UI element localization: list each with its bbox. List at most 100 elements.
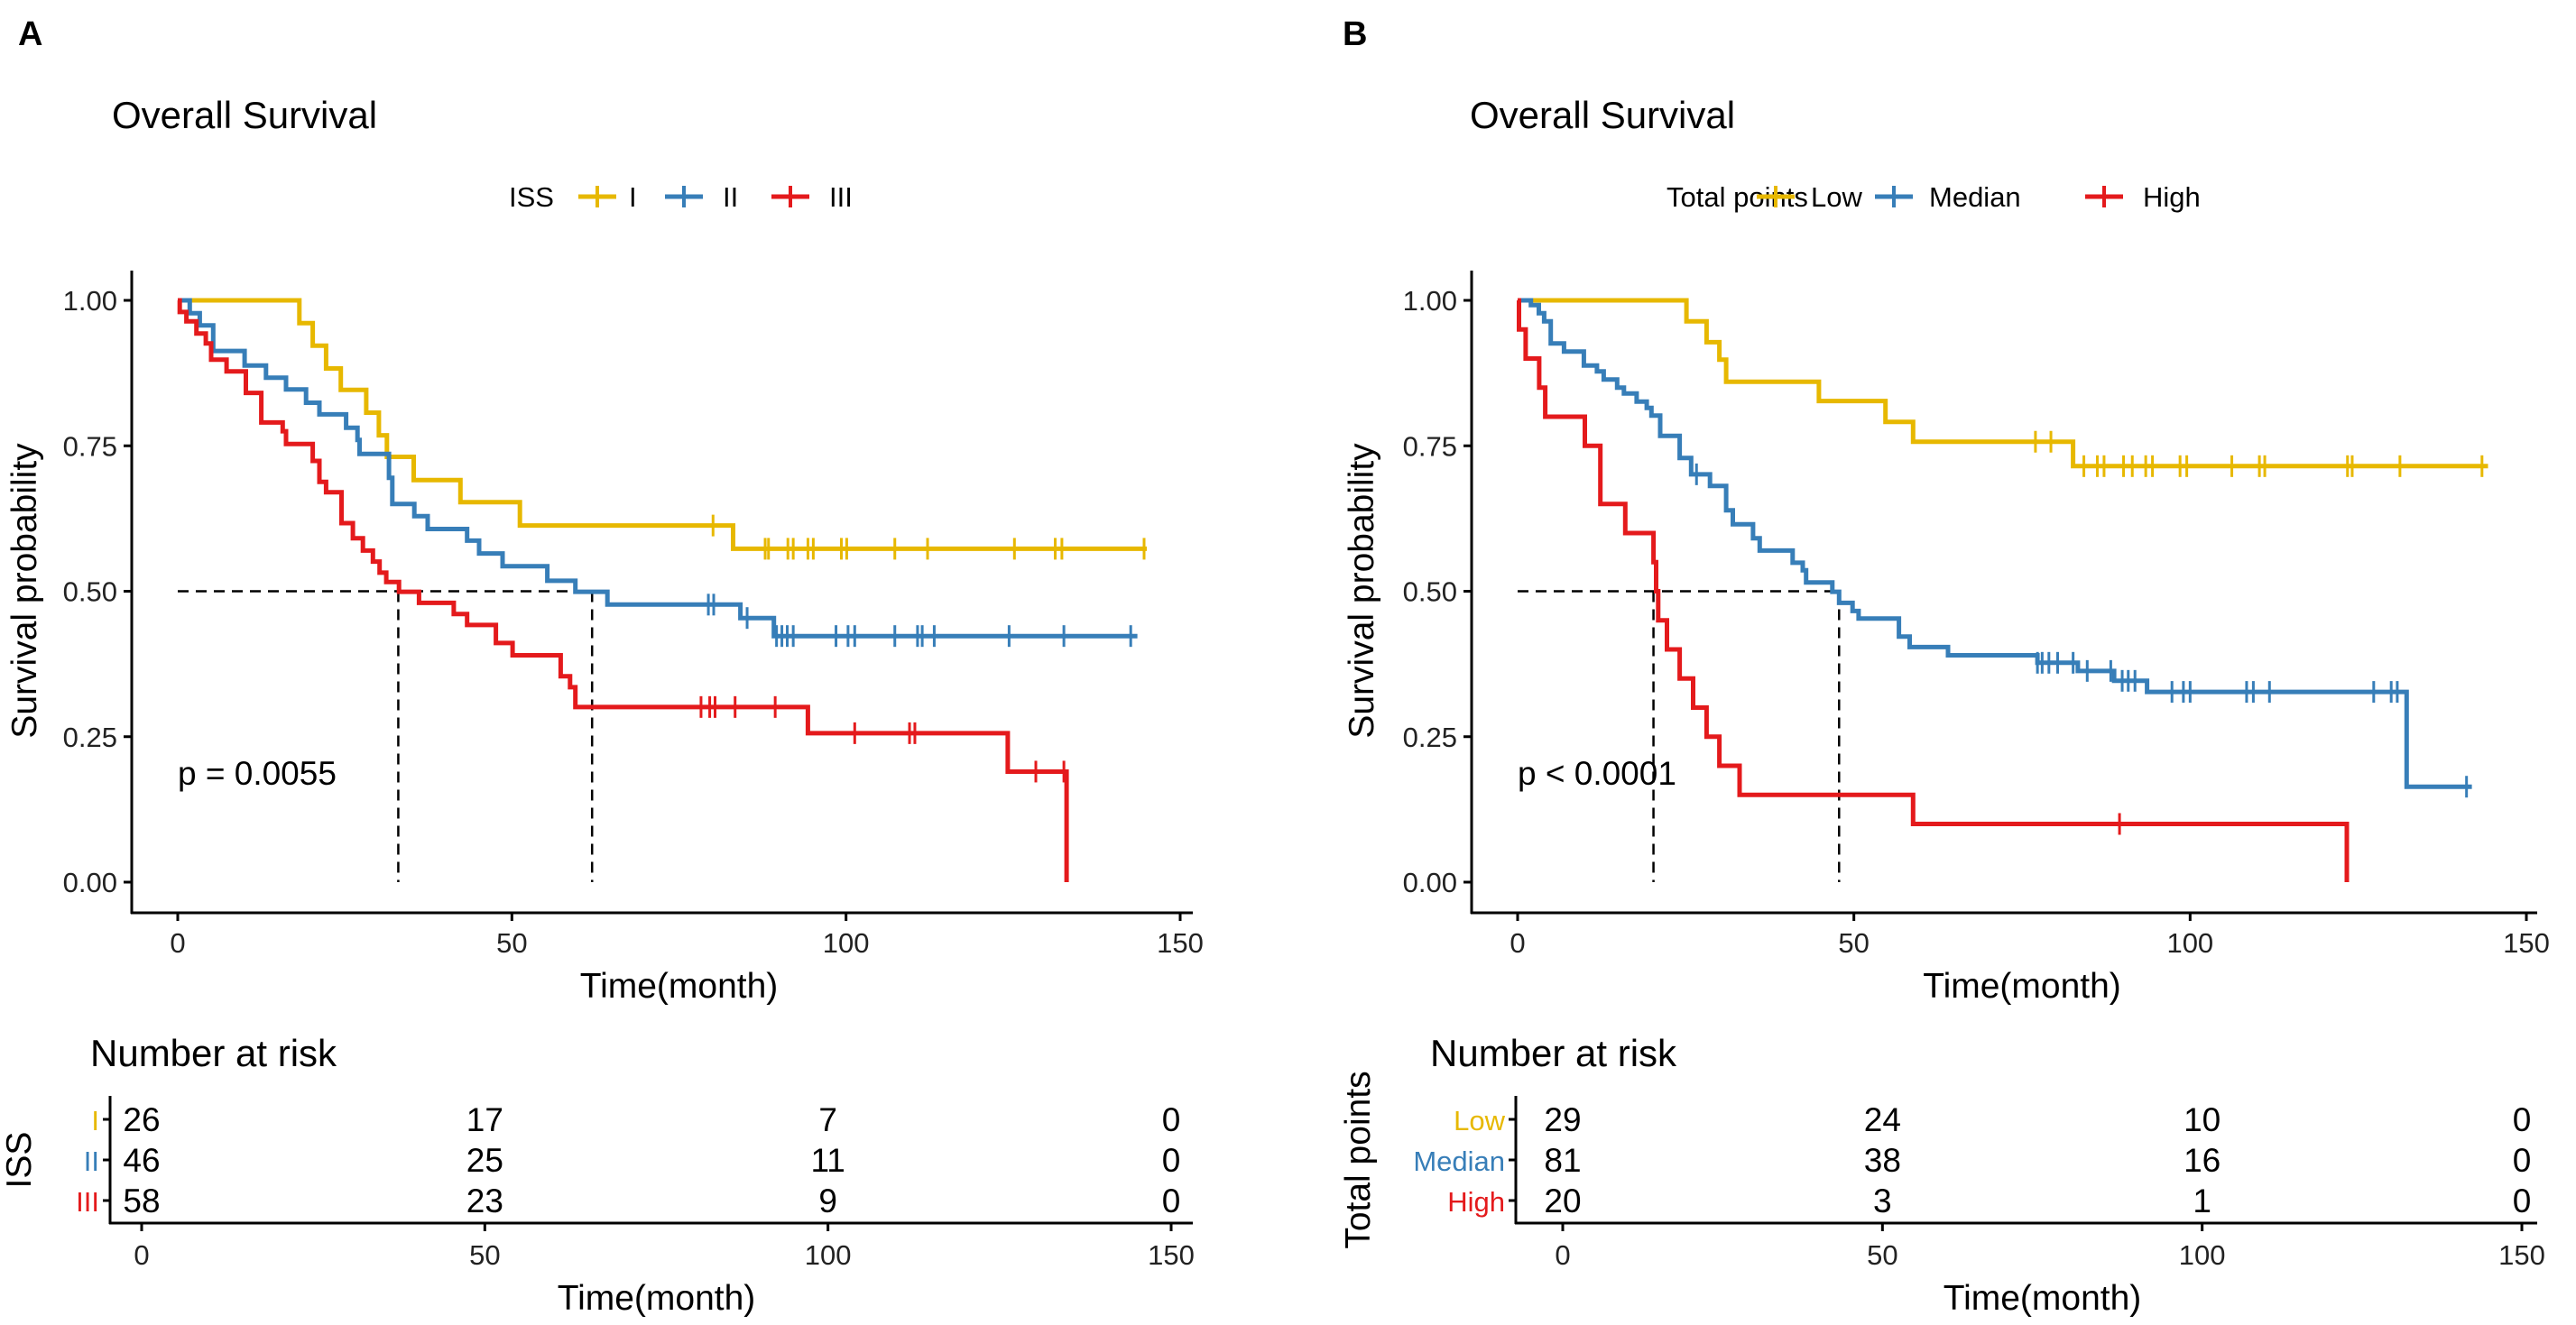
x-axis-title: Time(month): [580, 967, 779, 1006]
x-tick-label: 100: [823, 927, 870, 959]
risk-count: 3: [1873, 1182, 1892, 1219]
risk-x-tick-label: 50: [469, 1239, 500, 1271]
x-tick-label: 150: [1157, 927, 1204, 959]
survival-step-line: [177, 298, 1069, 882]
risk-count: 0: [2513, 1101, 2532, 1138]
legend-title: ISS: [509, 181, 554, 213]
risk-count: 25: [466, 1142, 503, 1179]
risk-count: 0: [1162, 1101, 1181, 1138]
panel-b: B Overall Survival Total points Low Median Hi…: [1339, 15, 2550, 1318]
risk-count: 29: [1544, 1101, 1581, 1138]
legend-label: III: [829, 181, 853, 213]
risk-count: 20: [1544, 1182, 1581, 1219]
y-axis-title: Survival probability: [1343, 443, 1381, 739]
survival-step-line: [1517, 298, 2350, 882]
risk-y-axis-title: ISS: [0, 1132, 39, 1189]
risk-table-title: Number at risk: [1430, 1032, 1677, 1074]
p-value: p = 0.0055: [178, 755, 337, 792]
legend: Total points Low Median High: [1667, 181, 2201, 213]
risk-table-title: Number at risk: [90, 1032, 337, 1074]
risk-count: 0: [2513, 1182, 2532, 1219]
survival-curve-iii: [177, 298, 1069, 882]
x-tick-label: 100: [2166, 927, 2213, 959]
survival-step-line: [1518, 298, 2488, 469]
risk-x-axis-title: Time(month): [558, 1279, 756, 1318]
survival-step-line: [178, 298, 1138, 639]
legend-key-icon: [2085, 186, 2123, 207]
risk-count: 0: [1162, 1142, 1181, 1179]
x-tick-label: 50: [1838, 927, 1869, 959]
legend-label: I: [629, 181, 637, 213]
risk-count: 16: [2184, 1142, 2221, 1179]
legend-key-icon: [578, 186, 616, 207]
risk-row-label: III: [76, 1186, 99, 1218]
survival-curve-high: [1517, 298, 2350, 882]
legend: ISS I II III: [509, 181, 853, 213]
risk-x-tick-label: 0: [134, 1239, 149, 1271]
survival-curve-low: [1518, 298, 2488, 477]
y-tick-label: 0.75: [1403, 430, 1457, 462]
legend-label: High: [2143, 181, 2201, 213]
risk-count: 46: [123, 1142, 160, 1179]
survival-step-line: [178, 298, 1147, 551]
risk-x-tick-label: 100: [805, 1239, 852, 1271]
y-tick-label: 1.00: [63, 285, 117, 317]
risk-x-tick-label: 150: [2498, 1239, 2545, 1271]
risk-count: 10: [2184, 1101, 2221, 1138]
risk-count: 0: [2513, 1142, 2532, 1179]
legend-label: II: [723, 181, 738, 213]
chart-title: Overall Survival: [112, 94, 377, 136]
x-tick-label: 0: [170, 927, 185, 959]
y-tick-label: 0.00: [63, 867, 117, 898]
y-tick-label: 1.00: [1403, 285, 1457, 317]
y-tick-label: 0.25: [63, 722, 117, 753]
risk-x-tick-label: 100: [2179, 1239, 2226, 1271]
risk-count: 0: [1162, 1182, 1181, 1219]
x-tick-label: 50: [496, 927, 527, 959]
x-tick-label: 0: [1510, 927, 1525, 959]
y-tick-label: 0.75: [63, 430, 117, 462]
risk-count: 26: [123, 1101, 160, 1138]
legend-label: Median: [1929, 181, 2021, 213]
risk-y-axis-title: Total points: [1339, 1071, 1378, 1248]
risk-count: 38: [1864, 1142, 1901, 1179]
risk-x-tick-label: 150: [1148, 1239, 1195, 1271]
y-tick-label: 0.50: [1403, 576, 1457, 608]
risk-row-label: I: [91, 1105, 99, 1136]
risk-x-tick-label: 0: [1555, 1239, 1570, 1271]
risk-row-label: Median: [1413, 1146, 1505, 1177]
panel-label: A: [18, 15, 42, 53]
p-value: p < 0.0001: [1518, 755, 1676, 792]
survival-curve-ii: [178, 298, 1138, 648]
survival-curve-median: [1518, 298, 2472, 798]
risk-row-label: High: [1447, 1186, 1505, 1218]
chart-title: Overall Survival: [1470, 94, 1735, 136]
risk-x-tick-label: 50: [1867, 1239, 1897, 1271]
survival-curve-i: [178, 298, 1147, 560]
x-tick-label: 150: [2503, 927, 2550, 959]
risk-count: 7: [818, 1101, 837, 1138]
risk-count: 24: [1864, 1101, 1901, 1138]
legend-key-icon: [665, 186, 703, 207]
risk-count: 17: [466, 1101, 503, 1138]
risk-x-axis-title: Time(month): [1944, 1279, 2142, 1318]
y-tick-label: 0.50: [63, 576, 117, 608]
y-tick-label: 0.00: [1403, 867, 1457, 898]
legend-key-icon: [1875, 186, 1913, 207]
risk-count: 81: [1544, 1142, 1581, 1179]
risk-count: 1: [2193, 1182, 2211, 1219]
legend-key-icon: [1757, 186, 1795, 207]
survival-step-line: [1518, 298, 2472, 789]
risk-count: 9: [818, 1182, 837, 1219]
panel-label: B: [1343, 15, 1367, 53]
risk-count: 23: [466, 1182, 503, 1219]
risk-count: 11: [810, 1142, 845, 1179]
legend-key-icon: [771, 186, 809, 207]
risk-row-label: II: [84, 1146, 99, 1177]
risk-row-label: Low: [1454, 1105, 1505, 1136]
risk-count: 58: [123, 1182, 160, 1219]
